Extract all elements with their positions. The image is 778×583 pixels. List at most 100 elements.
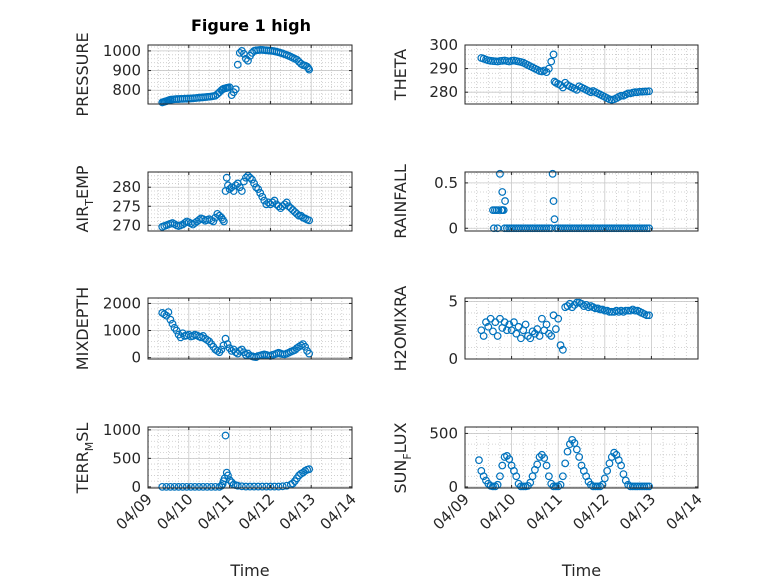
y-tick-label: 275 xyxy=(112,197,141,215)
ylabel-mixdepth: MIXDEPTH xyxy=(73,287,92,370)
subplot-sun_flux: 0 500 04/09 04/10 04/11 04/12 04/13 04/14 Time xyxy=(429,424,705,580)
figure-title: Figure 1 high xyxy=(191,16,311,35)
data-point xyxy=(297,341,305,350)
data-point xyxy=(544,329,553,338)
series-pressure xyxy=(158,46,314,107)
y-tick-label: 500 xyxy=(112,449,141,467)
data-point xyxy=(563,447,572,456)
data-point xyxy=(233,481,242,490)
data-point xyxy=(242,482,250,491)
data-point xyxy=(254,185,263,194)
data-point xyxy=(544,64,553,73)
data-point xyxy=(280,200,289,209)
data-point xyxy=(642,224,651,233)
data-point xyxy=(258,482,267,491)
data-point xyxy=(305,216,314,225)
data-point xyxy=(512,472,521,481)
ylabel-theta: THETA xyxy=(391,49,410,101)
axes-box xyxy=(147,297,353,360)
data-point xyxy=(551,325,560,333)
x-tick-label: 04/11 xyxy=(194,490,237,533)
data-point xyxy=(548,169,557,178)
data-point xyxy=(531,329,539,338)
grid-air_temp xyxy=(147,172,353,231)
data-point xyxy=(237,482,246,491)
grid-theta xyxy=(464,44,699,104)
grid-terr_msl xyxy=(147,427,353,488)
data-point xyxy=(282,198,291,207)
data-point xyxy=(544,472,553,481)
y-tick-label: 900 xyxy=(112,62,141,80)
subplot-rainfall: 0 0.5 RAINFALL xyxy=(391,164,699,239)
data-point xyxy=(266,482,275,491)
data-point xyxy=(235,183,244,192)
xlabel: Time xyxy=(561,561,601,580)
data-point xyxy=(293,55,301,64)
data-point xyxy=(237,187,246,195)
y-tick-label: 280 xyxy=(112,178,141,196)
data-point xyxy=(166,315,175,324)
y-tick-label: 1000 xyxy=(103,322,141,340)
data-point xyxy=(493,332,502,340)
data-point xyxy=(593,482,602,491)
y-tick-label: 0 xyxy=(131,349,141,367)
data-point xyxy=(645,482,653,491)
data-point xyxy=(219,217,228,226)
y-tick-label: 290 xyxy=(429,60,458,78)
data-point xyxy=(203,482,212,491)
data-point xyxy=(186,482,195,491)
data-point xyxy=(225,185,234,194)
data-point xyxy=(642,311,651,320)
data-point xyxy=(640,482,649,491)
data-point xyxy=(549,50,558,59)
data-point xyxy=(498,461,507,470)
axes-box xyxy=(464,44,699,105)
x-tick-label: 04/12 xyxy=(235,490,278,533)
data-point xyxy=(168,319,177,328)
data-point xyxy=(558,345,567,354)
grid-sun_flux xyxy=(464,427,699,488)
data-point xyxy=(235,48,244,57)
svg-text:TERRMSL: TERRMSL xyxy=(73,423,96,495)
data-point xyxy=(494,206,503,215)
data-point xyxy=(268,198,277,207)
data-point xyxy=(239,177,248,186)
axes-box xyxy=(464,297,699,360)
data-point xyxy=(203,336,212,344)
data-point xyxy=(170,482,179,491)
data-point xyxy=(496,472,504,481)
data-point xyxy=(500,224,509,233)
data-point xyxy=(577,299,586,308)
series-terr_msl xyxy=(158,431,314,491)
data-point xyxy=(500,318,509,327)
data-point xyxy=(550,215,559,224)
data-point xyxy=(246,173,254,182)
x-tick-label: 04/09 xyxy=(430,490,473,533)
subplot-theta: 280 290 300 THETA xyxy=(391,36,699,105)
data-point xyxy=(621,476,630,485)
data-point xyxy=(248,48,256,57)
axes-box xyxy=(147,426,353,489)
data-point xyxy=(195,482,203,491)
data-point xyxy=(224,181,232,190)
data-point xyxy=(542,320,551,329)
series-mixdepth xyxy=(158,308,314,362)
data-point xyxy=(575,453,584,461)
y-tick-label: 0 xyxy=(448,219,458,237)
data-point xyxy=(231,181,240,190)
data-point xyxy=(535,453,544,461)
data-point xyxy=(542,224,551,233)
grid-rainfall xyxy=(464,172,699,231)
series-rainfall xyxy=(489,169,653,233)
data-point xyxy=(256,189,265,197)
data-point xyxy=(231,348,240,357)
y-tick-label: 0 xyxy=(448,350,458,368)
axes-box xyxy=(464,426,699,489)
data-point xyxy=(558,472,567,481)
y-tick-label: 270 xyxy=(112,216,141,234)
data-point xyxy=(252,183,261,192)
data-point xyxy=(617,461,626,470)
data-point xyxy=(645,87,653,96)
